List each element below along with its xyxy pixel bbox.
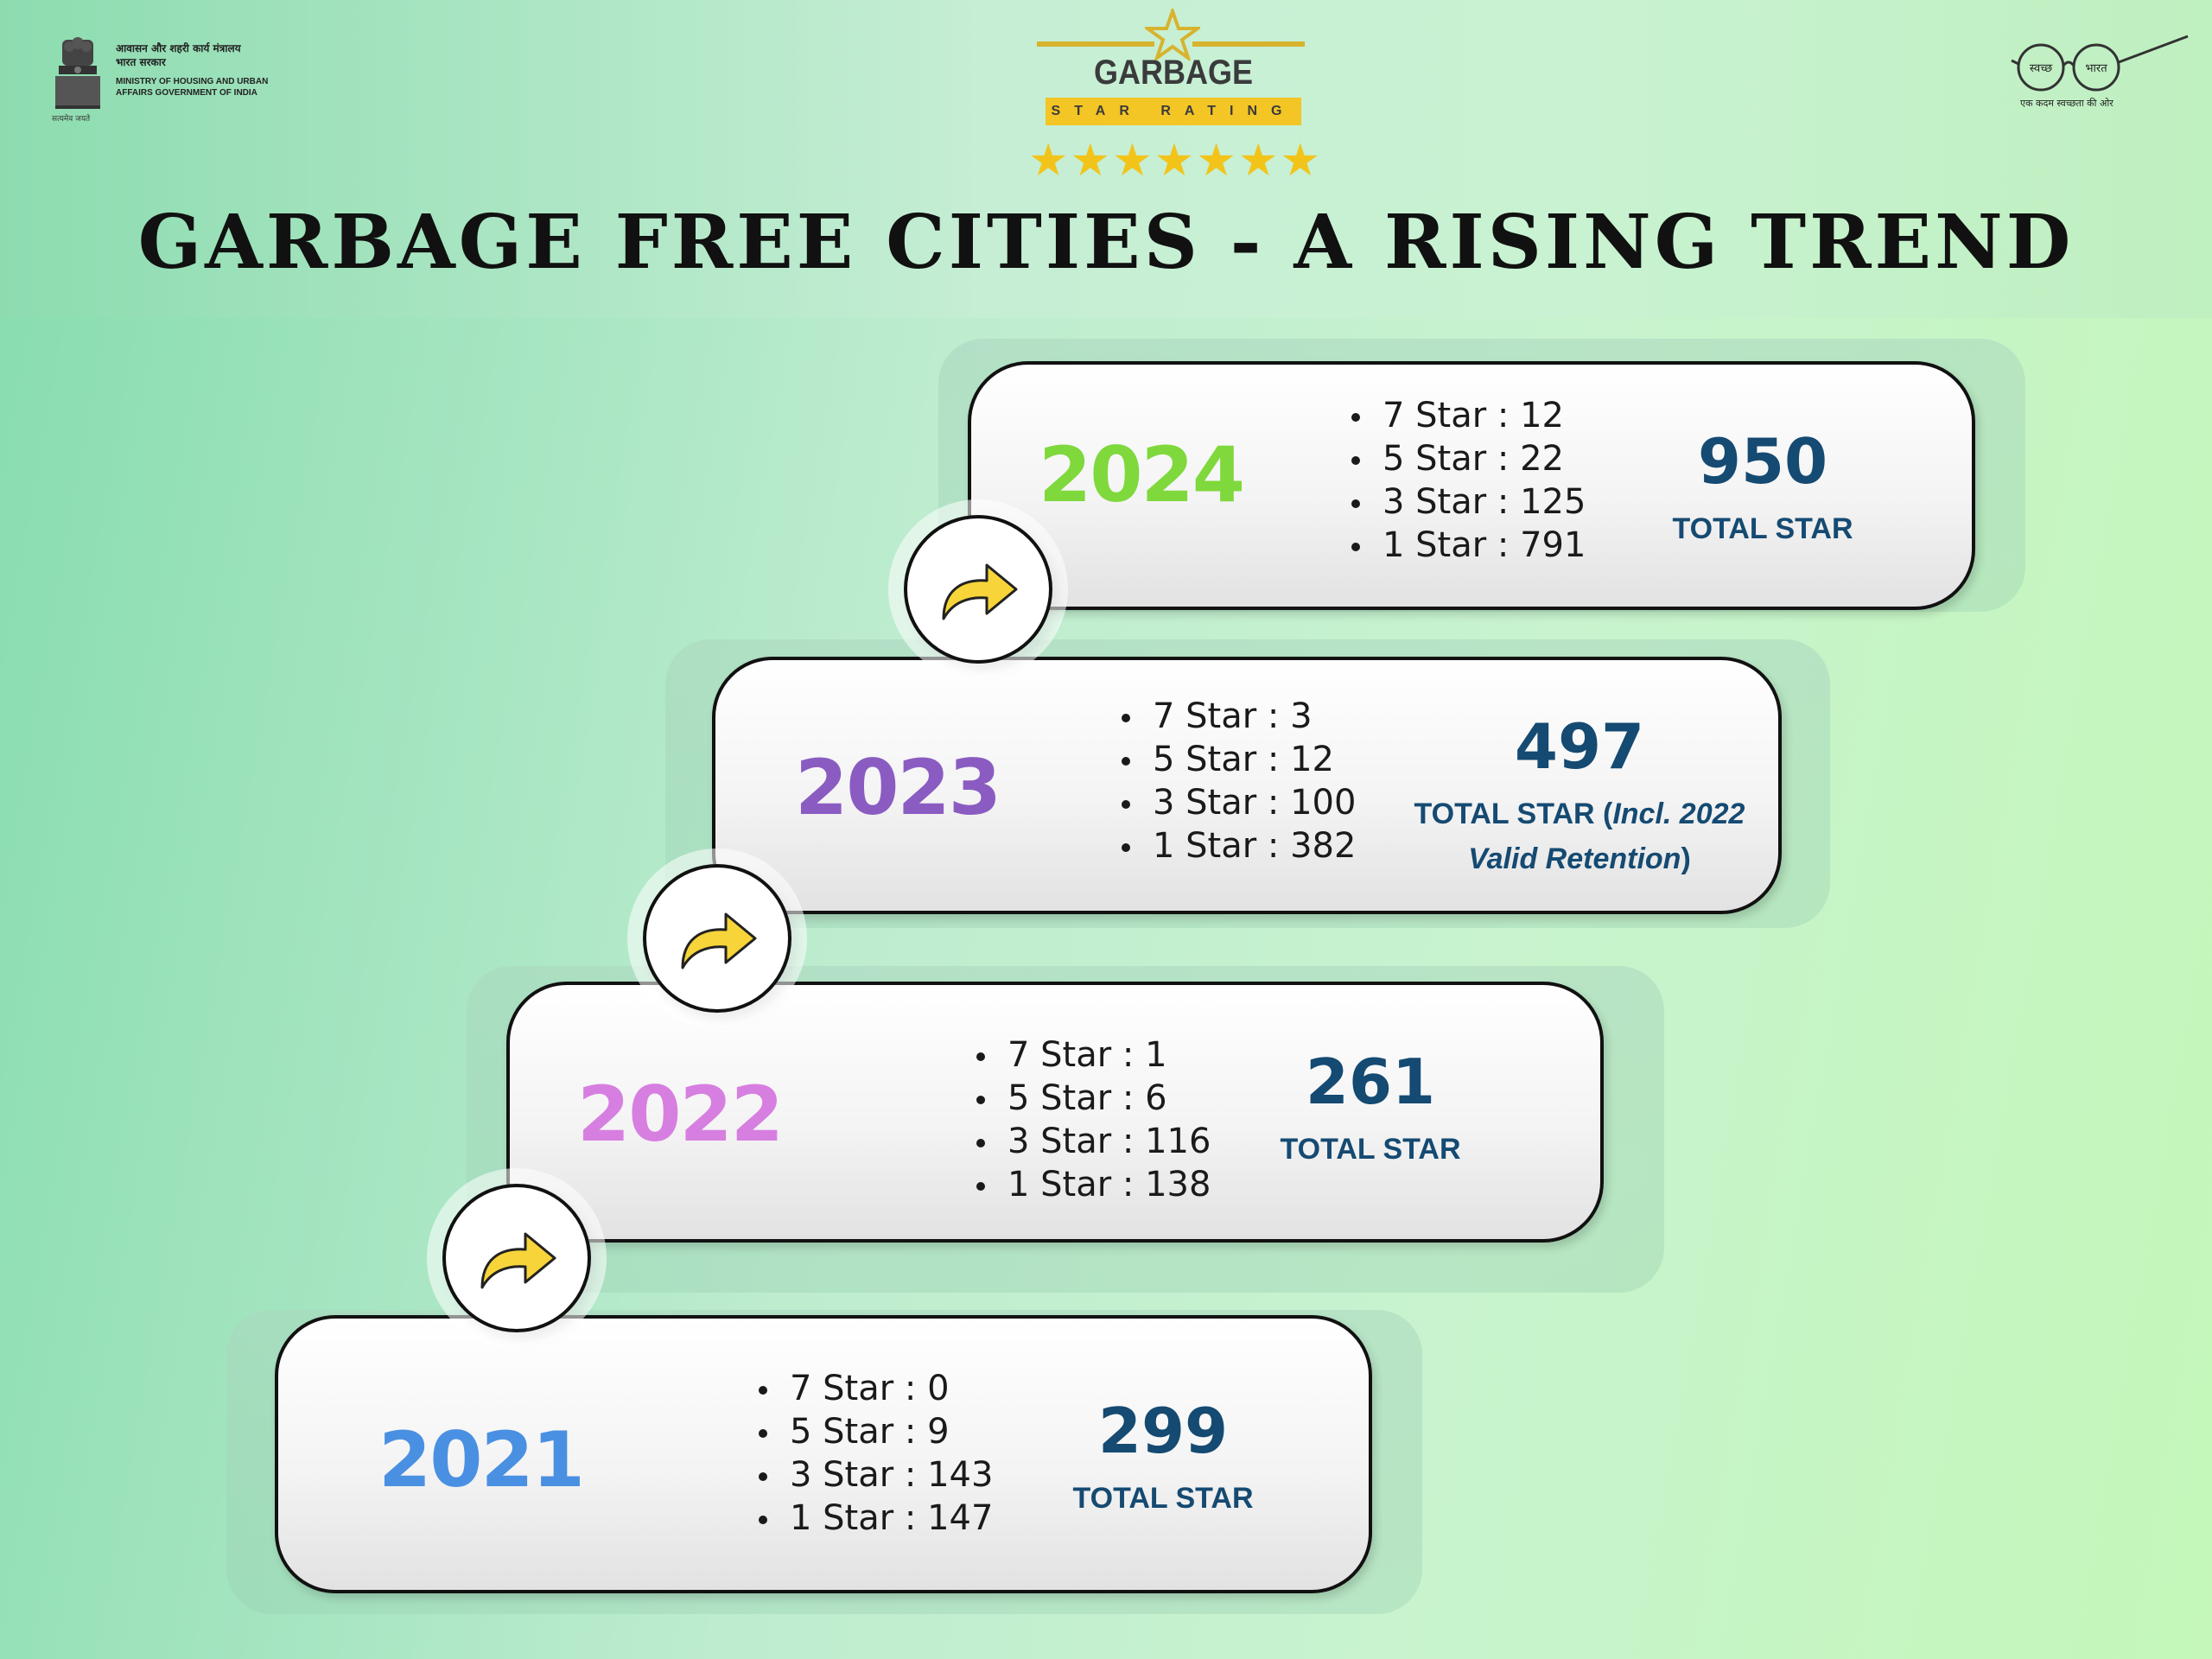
star-breakdown-list: 7 Star : 3 5 Star : 12 3 Star : 100 1 St… xyxy=(1118,695,1356,868)
ministry-name-english: MINISTRY OF HOUSING AND URBAN AFFAIRS GO… xyxy=(116,77,269,98)
header-band xyxy=(0,0,2212,318)
gfc-star-rating-logo: GARBAGE FREE CITY STAR RATING ★★★★★★★ xyxy=(1020,9,1331,185)
arrow-circle-2021-2022 xyxy=(442,1184,591,1332)
stat-1-star: 1 Star : 147 xyxy=(755,1497,993,1540)
stat-1-star: 1 Star : 382 xyxy=(1118,824,1356,868)
swachh-bharat-logo: स्वच्छ भारत एक कदम स्वच्छता की ओर xyxy=(2005,26,2195,121)
year-label: 2024 xyxy=(1039,430,1245,519)
total-star-count: 261 xyxy=(1305,1046,1436,1118)
star-breakdown-list: 7 Star : 1 5 Star : 6 3 Star : 116 1 Sta… xyxy=(973,1033,1211,1206)
national-emblem-icon xyxy=(55,37,100,109)
total-star-label: TOTAL STAR xyxy=(1280,1133,1461,1166)
stat-5-star: 5 Star : 9 xyxy=(755,1410,993,1453)
stat-7-star: 7 Star : 3 xyxy=(1118,695,1356,738)
total-star-label-italic: Incl. 2022 xyxy=(1612,798,1745,830)
stat-7-star: 7 Star : 0 xyxy=(755,1367,993,1410)
total-star-label: TOTAL STAR (Incl. 2022 Valid Retention) xyxy=(1363,791,1796,881)
stat-5-star: 5 Star : 6 xyxy=(973,1077,1211,1120)
year-label: 2022 xyxy=(577,1070,784,1159)
stat-7-star: 7 Star : 1 xyxy=(973,1033,1211,1077)
bharat-word: भारत xyxy=(2085,62,2107,75)
total-star-count: 299 xyxy=(1097,1395,1229,1467)
stat-3-star: 3 Star : 116 xyxy=(973,1120,1211,1163)
stat-1-star: 1 Star : 138 xyxy=(973,1163,1211,1206)
total-star-label: TOTAL STAR xyxy=(1672,512,1853,545)
total-star-label-italic-2: Valid Retention xyxy=(1468,842,1681,875)
star-breakdown-list: 7 Star : 0 5 Star : 9 3 Star : 143 1 Sta… xyxy=(755,1367,993,1540)
logo-line-right xyxy=(1192,41,1305,47)
star-breakdown-list: 7 Star : 12 5 Star : 22 3 Star : 125 1 S… xyxy=(1348,394,1586,567)
total-star-label: TOTAL STAR xyxy=(1072,1482,1254,1515)
gfc-logo-subtitle: STAR RATING xyxy=(1046,98,1301,125)
gandhi-spectacles-icon: स्वच्छ भारत xyxy=(2011,35,2189,92)
emblem-motto: सत्यमेव जयते xyxy=(52,115,91,124)
curved-arrow-icon xyxy=(681,912,757,969)
arrow-circle-2023-2024 xyxy=(904,515,1052,664)
total-star-label-main: TOTAL STAR ( xyxy=(1414,798,1613,830)
total-star-count: 497 xyxy=(1514,710,1645,783)
year-label: 2023 xyxy=(795,743,1001,832)
seven-stars-icon: ★★★★★★★ xyxy=(1027,135,1323,187)
total-star-count: 950 xyxy=(1697,425,1828,498)
year-card-2022: 2022 7 Star : 1 5 Star : 6 3 Star : 116 … xyxy=(506,982,1604,1243)
total-star-label-close: ) xyxy=(1681,842,1691,875)
stat-5-star: 5 Star : 22 xyxy=(1348,437,1586,480)
stat-1-star: 1 Star : 791 xyxy=(1348,524,1586,567)
logo-line-left xyxy=(1037,41,1154,47)
arrow-circle-2022-2023 xyxy=(643,864,791,1013)
stat-3-star: 3 Star : 125 xyxy=(1348,480,1586,524)
year-card-2021: 2021 7 Star : 0 5 Star : 9 3 Star : 143 … xyxy=(275,1315,1372,1593)
stat-5-star: 5 Star : 12 xyxy=(1118,738,1356,781)
curved-arrow-icon xyxy=(480,1232,556,1289)
curved-arrow-icon xyxy=(942,563,1018,620)
outline-star-icon xyxy=(1145,9,1200,60)
ministry-logo: सत्यमेव जयते आवासन और शहरी कार्य मंत्राल… xyxy=(50,35,309,130)
stat-3-star: 3 Star : 143 xyxy=(755,1453,993,1497)
stat-3-star: 3 Star : 100 xyxy=(1118,781,1356,824)
year-label: 2021 xyxy=(378,1415,585,1504)
year-card-2023: 2023 7 Star : 3 5 Star : 12 3 Star : 100… xyxy=(712,657,1782,914)
swachh-word: स्वच्छ xyxy=(2030,62,2053,75)
year-card-2024: 2024 7 Star : 12 5 Star : 22 3 Star : 12… xyxy=(968,361,1975,610)
swachh-tagline: एक कदम स्वच्छता की ओर xyxy=(2020,98,2113,109)
stat-7-star: 7 Star : 12 xyxy=(1348,394,1586,437)
ministry-name-hindi: आवासन और शहरी कार्य मंत्रालय भारत सरकार xyxy=(116,42,241,68)
page-title: GARBAGE FREE CITIES - A RISING TREND xyxy=(137,199,2075,286)
